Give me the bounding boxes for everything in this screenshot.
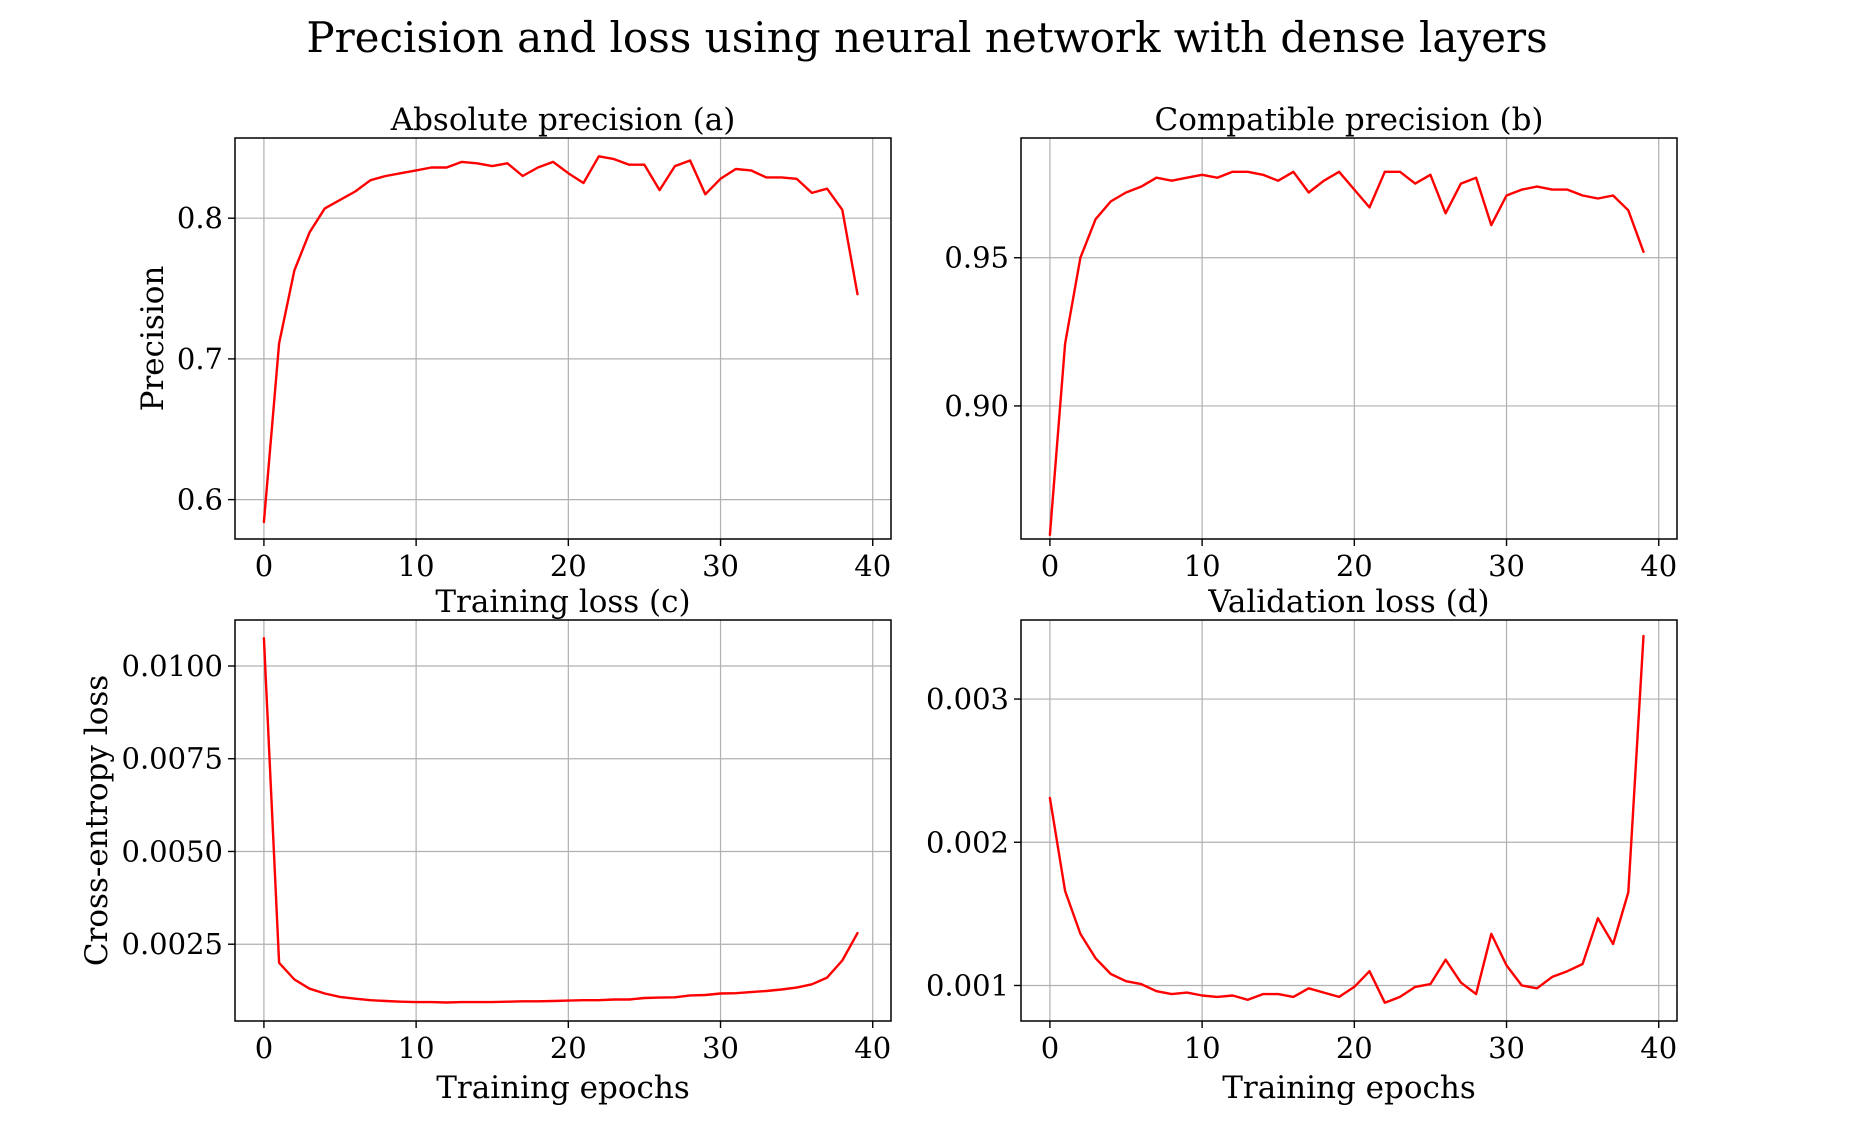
x-tick-label: 10 — [398, 549, 435, 583]
axes-frame — [234, 137, 892, 540]
y-tick-label: 0.003 — [926, 682, 1009, 716]
x-tick-label: 40 — [854, 1031, 891, 1065]
panel-validation-loss: 0 10 20 30 40 0.001 0.002 0.003 Validation loss … — [926, 584, 1678, 1106]
figure-title: Precision and loss using neural network … — [306, 13, 1547, 62]
x-tick-label: 0 — [255, 549, 273, 583]
y-tick-label: 0.0075 — [122, 742, 223, 776]
x-tick-label: 20 — [1336, 1031, 1373, 1065]
y-tick-label: 0.0100 — [122, 649, 223, 683]
x-tick-label: 0 — [1041, 549, 1059, 583]
y-tick-label: 0.002 — [926, 825, 1009, 859]
series-line — [1048, 634, 1645, 1004]
x-tick-label: 30 — [1488, 549, 1525, 583]
x-tick-label: 30 — [702, 1031, 739, 1065]
y-axis-label: Cross-entropy loss — [79, 675, 115, 966]
series-line — [1048, 170, 1645, 537]
axes-frame — [1020, 619, 1678, 1022]
x-tick-label: 10 — [1184, 1031, 1221, 1065]
x-axis-label: Training epochs — [436, 1070, 690, 1106]
y-axis-label: Precision — [135, 266, 171, 412]
panel-absolute-precision: 0 10 20 30 40 0.6 0.7 0.8 Absolute precision (a)… — [135, 102, 892, 583]
y-tick-label: 0.90 — [944, 389, 1009, 423]
x-tick-label: 20 — [1336, 549, 1373, 583]
y-tick-label: 0.7 — [177, 342, 223, 376]
subplot-title: Compatible precision (b) — [1154, 102, 1543, 138]
x-tick-label: 30 — [702, 549, 739, 583]
x-tick-label: 30 — [1488, 1031, 1525, 1065]
x-tick-label: 0 — [255, 1031, 273, 1065]
x-tick-label: 0 — [1041, 1031, 1059, 1065]
subplot-title: Validation loss (d) — [1207, 584, 1489, 620]
subplot-title: Absolute precision (a) — [390, 102, 736, 138]
x-tick-label: 20 — [550, 549, 587, 583]
y-tick-label: 0.0025 — [122, 927, 223, 961]
series-line — [262, 637, 859, 1004]
x-tick-label: 40 — [1640, 549, 1677, 583]
x-tick-label: 20 — [550, 1031, 587, 1065]
panel-training-loss: 0 10 20 30 40 0.0025 0.0050 0.0075 0.0100 Trainin… — [79, 584, 892, 1106]
x-tick-label: 40 — [1640, 1031, 1677, 1065]
subplot-title: Training loss (c) — [435, 584, 690, 620]
y-tick-label: 0.001 — [926, 968, 1009, 1002]
panel-compatible-precision: 0 10 20 30 40 0.90 0.95 Compatible precision (b… — [944, 102, 1678, 583]
y-tick-label: 0.0050 — [122, 834, 223, 868]
axes-frame — [1020, 137, 1678, 540]
series-line — [262, 155, 859, 524]
axes-frame — [234, 619, 892, 1022]
y-tick-label: 0.8 — [177, 201, 223, 235]
y-tick-label: 0.95 — [944, 241, 1009, 275]
x-tick-label: 10 — [1184, 549, 1221, 583]
y-tick-label: 0.6 — [177, 483, 223, 517]
x-tick-label: 40 — [854, 549, 891, 583]
x-tick-label: 10 — [398, 1031, 435, 1065]
x-axis-label: Training epochs — [1222, 1070, 1476, 1106]
